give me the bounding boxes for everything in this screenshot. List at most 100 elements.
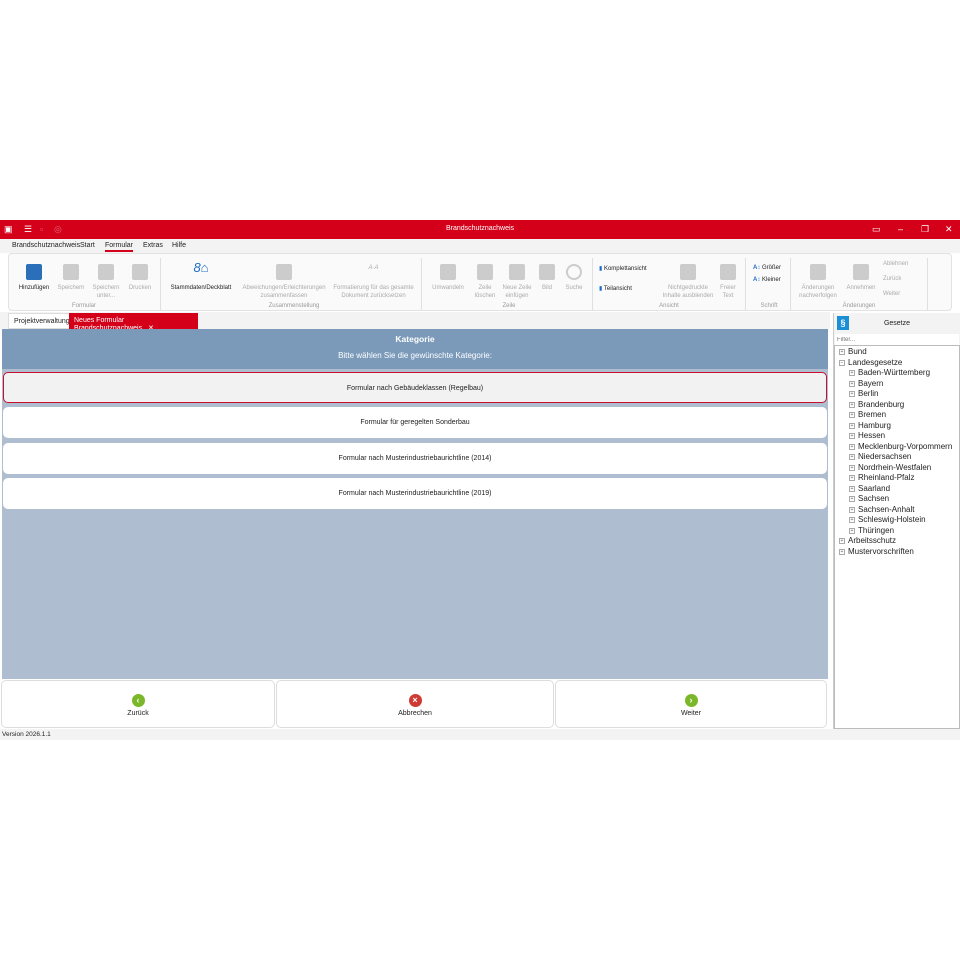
expand-icon[interactable]: + <box>849 496 855 502</box>
option-sonderbau[interactable]: Formular für geregelten Sonderbau <box>3 407 827 438</box>
tree-item[interactable]: + Bayern <box>849 379 883 389</box>
previous-change-button[interactable]: Zurück <box>883 276 902 282</box>
quick-menu-icon[interactable]: ☰ <box>24 224 33 234</box>
tab-projektverwaltung[interactable]: Projektverwaltung <box>8 313 76 329</box>
next-arrow-icon: › <box>684 694 698 707</box>
expand-icon[interactable]: + <box>849 485 855 492</box>
save-icon[interactable]: ▫ <box>40 224 44 234</box>
divider <box>592 258 593 310</box>
help-icon[interactable]: ◎ <box>54 224 62 234</box>
insert-row-button[interactable]: Neue Zeile einfügen <box>499 264 535 300</box>
partial-view-button[interactable]: ▮ Teilansicht <box>599 286 632 292</box>
tab-neues-formular[interactable]: Neues Formular Brandschutznachweis ✕ <box>69 313 198 332</box>
close-button[interactable]: ✕ <box>945 224 953 234</box>
maximize-button[interactable]: ❐ <box>921 224 930 234</box>
minimize-button[interactable]: – <box>898 224 904 234</box>
free-text-button[interactable]: Freier Text <box>717 264 739 300</box>
expand-icon[interactable]: + <box>849 527 855 534</box>
ribbon-display-icon[interactable]: ▭ <box>872 224 881 234</box>
save-as-button[interactable]: Speichern unter... <box>89 264 123 300</box>
menu-formular[interactable]: Formular <box>105 242 134 252</box>
font-smaller-button[interactable]: A↕ Kleiner <box>753 277 781 283</box>
expand-icon[interactable]: + <box>849 464 855 471</box>
cancel-button[interactable]: × Abbrechen <box>276 680 554 728</box>
menu-hilfe[interactable]: Hilfe <box>172 242 187 249</box>
expand-icon[interactable]: + <box>849 517 855 523</box>
tab-label: Neues Formular Brandschutznachweis <box>74 317 142 332</box>
category-subtitle: Bitte wählen Sie die gewünschte Kategori… <box>338 351 492 360</box>
tree-item[interactable]: + Brandenburg <box>849 400 904 410</box>
expand-icon[interactable]: + <box>849 412 855 418</box>
tree-item[interactable]: + Sachsen <box>849 494 889 504</box>
expand-icon[interactable]: + <box>849 433 855 439</box>
expand-icon[interactable]: + <box>839 538 845 544</box>
track-changes-button[interactable]: Änderungen nachverfolgen <box>795 264 841 300</box>
accept-button[interactable]: Annehmen <box>843 264 879 292</box>
divider <box>745 258 746 310</box>
tree-item[interactable]: + Berlin <box>849 389 878 399</box>
tree-item[interactable]: + Nordrhein-Westfalen <box>849 463 931 473</box>
summarize-deviations-button[interactable]: Abweichungen/Erleichterungen zusammenfas… <box>239 264 329 300</box>
delete-row-button[interactable]: Zeile löschen <box>471 264 499 300</box>
search-button[interactable]: Suche <box>561 264 587 292</box>
option-mindbaurl-2019[interactable]: Formular nach Musterindustriebaurichtlin… <box>3 478 827 509</box>
tree-item[interactable]: + Sachsen-Anhalt <box>849 505 914 515</box>
tree-item[interactable]: + Saarland <box>849 484 890 494</box>
add-button[interactable]: Hinzufügen <box>15 264 53 292</box>
image-icon <box>539 264 555 280</box>
expand-icon[interactable]: + <box>849 401 855 408</box>
menu-start[interactable]: Start <box>80 242 95 249</box>
cancel-x-icon: × <box>408 694 422 707</box>
tree-item[interactable]: + Mustervorschriften <box>839 547 914 557</box>
tree-item[interactable]: + Arbeitsschutz <box>839 536 896 546</box>
collapse-icon[interactable]: − <box>839 359 845 366</box>
option-mindbaurl-2014[interactable]: Formular nach Musterindustriebaurichtlin… <box>3 443 827 474</box>
expand-icon[interactable]: + <box>849 506 855 513</box>
master-data-button[interactable]: 8⌂ Stammdaten/Deckblatt <box>170 260 232 291</box>
tree-item[interactable]: + Schleswig-Holstein <box>849 515 926 525</box>
reset-formatting-button[interactable]: A·A Formatierung für das gesamte Dokument… <box>333 265 414 299</box>
expand-icon[interactable]: + <box>849 443 855 450</box>
tree-item[interactable]: + Bund <box>839 347 867 357</box>
expand-icon[interactable]: + <box>839 349 845 355</box>
filter-input[interactable] <box>835 334 959 345</box>
back-arrow-icon: ‹ <box>131 694 145 707</box>
tree-item[interactable]: + Hamburg <box>849 421 891 431</box>
expand-icon[interactable]: + <box>849 475 855 481</box>
reject-button[interactable]: Ablehnen <box>883 261 909 267</box>
close-tab-icon[interactable]: ✕ <box>148 325 154 332</box>
tree-item[interactable]: + Baden-Württemberg <box>849 368 930 378</box>
group-zeile: Zeile <box>502 303 516 309</box>
tree-item[interactable]: + Niedersachsen <box>849 452 911 462</box>
next-change-button[interactable]: Weiter <box>883 291 901 297</box>
tree-item[interactable]: + Hessen <box>849 431 885 441</box>
back-button[interactable]: ‹ Zurück <box>1 680 275 728</box>
next-button[interactable]: › Weiter <box>555 680 827 728</box>
image-button[interactable]: Bild <box>537 264 557 292</box>
menu-brandschutznachweis[interactable]: Brandschutznachweis <box>12 242 81 249</box>
expand-icon[interactable]: + <box>849 391 855 397</box>
tree-item[interactable]: + Thüringen <box>849 526 894 536</box>
expand-icon[interactable]: + <box>849 380 855 387</box>
full-view-button[interactable]: ▮ Komplettansicht <box>599 266 647 272</box>
ribbon: Hinzufügen Speichern Speichern unter... … <box>8 253 952 311</box>
expand-icon[interactable]: + <box>849 454 855 460</box>
print-button[interactable]: Drucken <box>125 264 155 292</box>
tree-item[interactable]: + Bremen <box>849 410 886 420</box>
tree-item[interactable]: − Landesgesetze <box>839 358 902 368</box>
hide-nonprinted-button[interactable]: Nichtgedruckte Inhalte ausblenden <box>659 264 717 300</box>
font-bigger-button[interactable]: A↕ Größer <box>753 265 782 271</box>
tree-item[interactable]: + Rheinland-Pfalz <box>849 473 914 483</box>
expand-icon[interactable]: + <box>839 548 845 555</box>
expand-icon[interactable]: + <box>849 422 855 429</box>
save-button[interactable]: Speichern <box>55 264 87 292</box>
expand-icon[interactable]: + <box>849 370 855 376</box>
tree-item-label: Arbeitsschutz <box>848 536 897 545</box>
menu-extras[interactable]: Extras <box>143 242 163 249</box>
row-gear-icon <box>440 264 456 280</box>
save-icon <box>63 264 79 280</box>
tree-item[interactable]: + Mecklenburg-Vorpommern <box>849 442 952 452</box>
convert-button[interactable]: Umwandeln <box>427 264 469 292</box>
option-regelbau[interactable]: Formular nach Gebäudeklassen (Regelbau) <box>3 372 827 403</box>
save-as-icon <box>98 264 114 280</box>
